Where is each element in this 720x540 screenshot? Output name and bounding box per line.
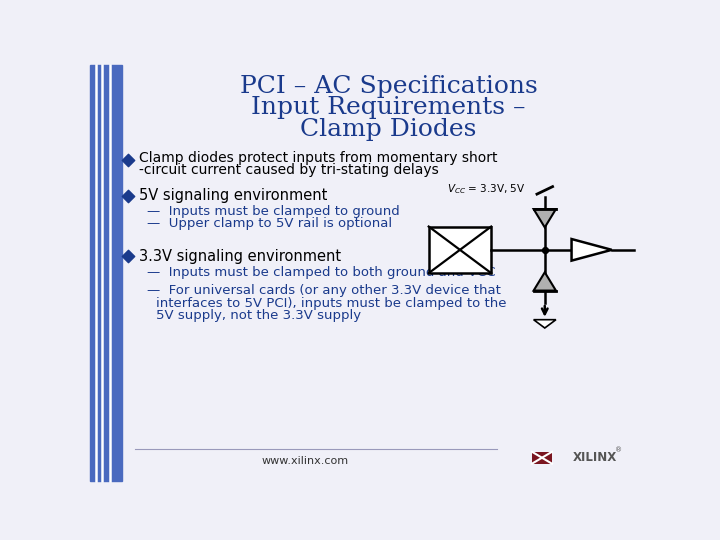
Bar xyxy=(90,65,122,481)
Polygon shape xyxy=(572,239,612,261)
Point xyxy=(122,252,134,260)
Text: Clamp diodes protect inputs from momentary short: Clamp diodes protect inputs from momenta… xyxy=(139,151,498,165)
Text: PCI – AC Specifications: PCI – AC Specifications xyxy=(240,75,537,98)
Polygon shape xyxy=(534,320,556,328)
Text: —  Inputs must be clamped to both ground and VCC: — Inputs must be clamped to both ground … xyxy=(148,266,496,279)
Text: 5V signaling environment: 5V signaling environment xyxy=(139,188,328,203)
Text: Input Requirements –: Input Requirements – xyxy=(251,96,526,119)
Text: —  Upper clamp to 5V rail is optional: — Upper clamp to 5V rail is optional xyxy=(148,217,392,230)
Bar xyxy=(428,227,491,273)
Text: XILINX: XILINX xyxy=(572,451,617,464)
Text: 5V supply, not the 3.3V supply: 5V supply, not the 3.3V supply xyxy=(156,309,361,322)
Text: —  Inputs must be clamped to ground: — Inputs must be clamped to ground xyxy=(148,205,400,218)
Text: ®: ® xyxy=(615,447,621,453)
Text: —  For universal cards (or any other 3.3V device that: — For universal cards (or any other 3.3V… xyxy=(148,285,501,298)
Point xyxy=(122,192,134,200)
Text: -circuit current caused by tri-stating delays: -circuit current caused by tri-stating d… xyxy=(139,163,439,177)
Text: interfaces to 5V PCI), inputs must be clamped to the: interfaces to 5V PCI), inputs must be cl… xyxy=(156,297,506,310)
Text: 3.3V signaling environment: 3.3V signaling environment xyxy=(139,248,341,264)
Polygon shape xyxy=(532,452,552,464)
Text: www.xilinx.com: www.xilinx.com xyxy=(261,456,348,465)
Polygon shape xyxy=(534,209,556,227)
Point xyxy=(539,246,551,254)
Text: $V_{CC}$ = 3.3V, 5V: $V_{CC}$ = 3.3V, 5V xyxy=(447,183,526,197)
Point xyxy=(122,156,134,164)
Text: Clamp Diodes: Clamp Diodes xyxy=(300,118,477,140)
Polygon shape xyxy=(534,272,556,291)
